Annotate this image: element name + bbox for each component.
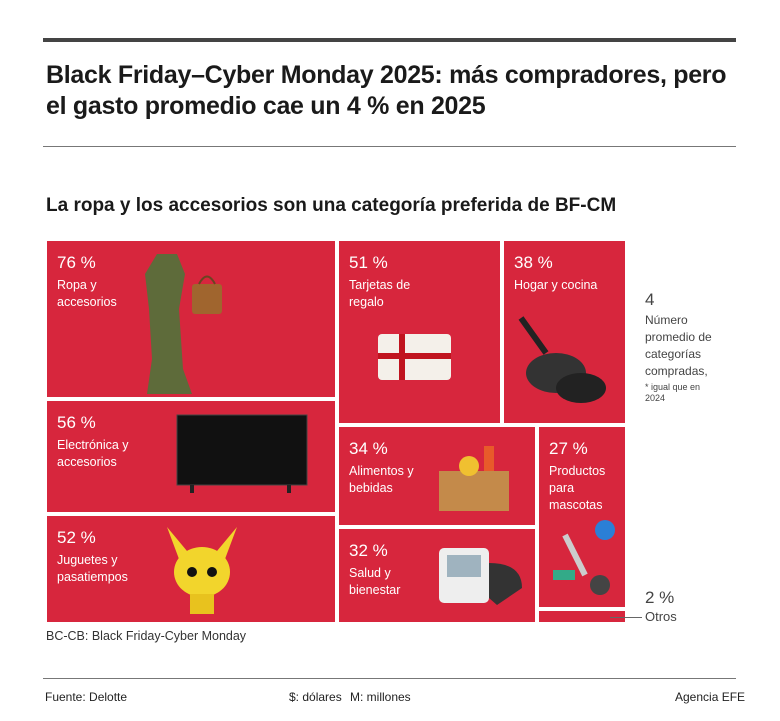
tile-tarjetas: 51 % Tarjetas de regalo: [339, 241, 500, 423]
tile-label: Juguetes y pasatiempos: [57, 553, 128, 584]
abbreviation-note: BC-CB: Black Friday-Cyber Monday: [46, 629, 247, 643]
tile-pct: 51 %: [349, 253, 388, 272]
source: Fuente: Delotte: [45, 690, 128, 704]
pet-toy-icon: [553, 520, 615, 595]
avg-categories-value: 4: [645, 290, 655, 309]
tile-alimentos: 34 % Alimentos y bebidas: [339, 427, 535, 525]
toy-icon: [167, 527, 237, 614]
dollars-legend: $: dólares: [289, 690, 342, 704]
tile-pct: 56 %: [57, 413, 96, 432]
tile-label: Alimentos y bebidas: [349, 464, 414, 495]
tile-pct: 76 %: [57, 253, 96, 272]
tile-pct: 32 %: [349, 541, 388, 560]
tile-label: Hogar y cocina: [514, 278, 598, 292]
tile-mascotas: 27 % Productos para mascotas: [539, 427, 625, 607]
tile-ropa: 76 % Ropa y accesorios: [47, 241, 335, 397]
tile-label: Ropa y accesorios: [57, 278, 117, 309]
tile-label: Tarjetas de regalo: [349, 278, 411, 309]
tile-pct: 52 %: [57, 528, 96, 547]
tile-electronica: 56 % Electrónica y accesorios: [47, 401, 335, 512]
title-divider: [43, 146, 736, 147]
tile-label: Productos para mascotas: [549, 464, 606, 512]
tv-icon: [176, 414, 308, 493]
footer-divider: [43, 678, 736, 679]
pan-icon: [518, 316, 606, 403]
tile-pct: 34 %: [349, 439, 388, 458]
otros-leader-line: [610, 617, 642, 618]
otros-pct: 2 %: [645, 588, 675, 607]
dress-bag-icon: [145, 254, 222, 394]
tile-label: Salud y bienestar: [349, 566, 401, 597]
subtitle: La ropa y los accesorios son una categor…: [46, 195, 617, 216]
top-rule: [43, 38, 736, 42]
agency-credit: Agencia EFE: [675, 690, 746, 704]
blood-pressure-icon: [439, 548, 522, 605]
title: Black Friday–Cyber Monday 2025: más comp…: [46, 61, 727, 120]
tile-pct: 38 %: [514, 253, 553, 272]
tile-juguetes: 52 % Juguetes y pasatiempos: [47, 516, 335, 622]
tile-pct: 27 %: [549, 439, 588, 458]
millions-legend: M: millones: [350, 690, 411, 704]
otros-label: Otros: [645, 609, 677, 624]
tile-hogar: 38 % Hogar y cocina: [504, 241, 625, 423]
tile-label: Electrónica y accesorios: [57, 438, 129, 469]
food-box-icon: [439, 446, 509, 511]
avg-categories-note: * igual que en 2024: [645, 382, 701, 403]
tile-otros: [539, 611, 625, 622]
tile-salud: 32 % Salud y bienestar: [339, 529, 535, 622]
avg-categories-label: Número promedio de categorías compradas,: [645, 313, 712, 378]
gift-card-icon: [378, 334, 451, 380]
